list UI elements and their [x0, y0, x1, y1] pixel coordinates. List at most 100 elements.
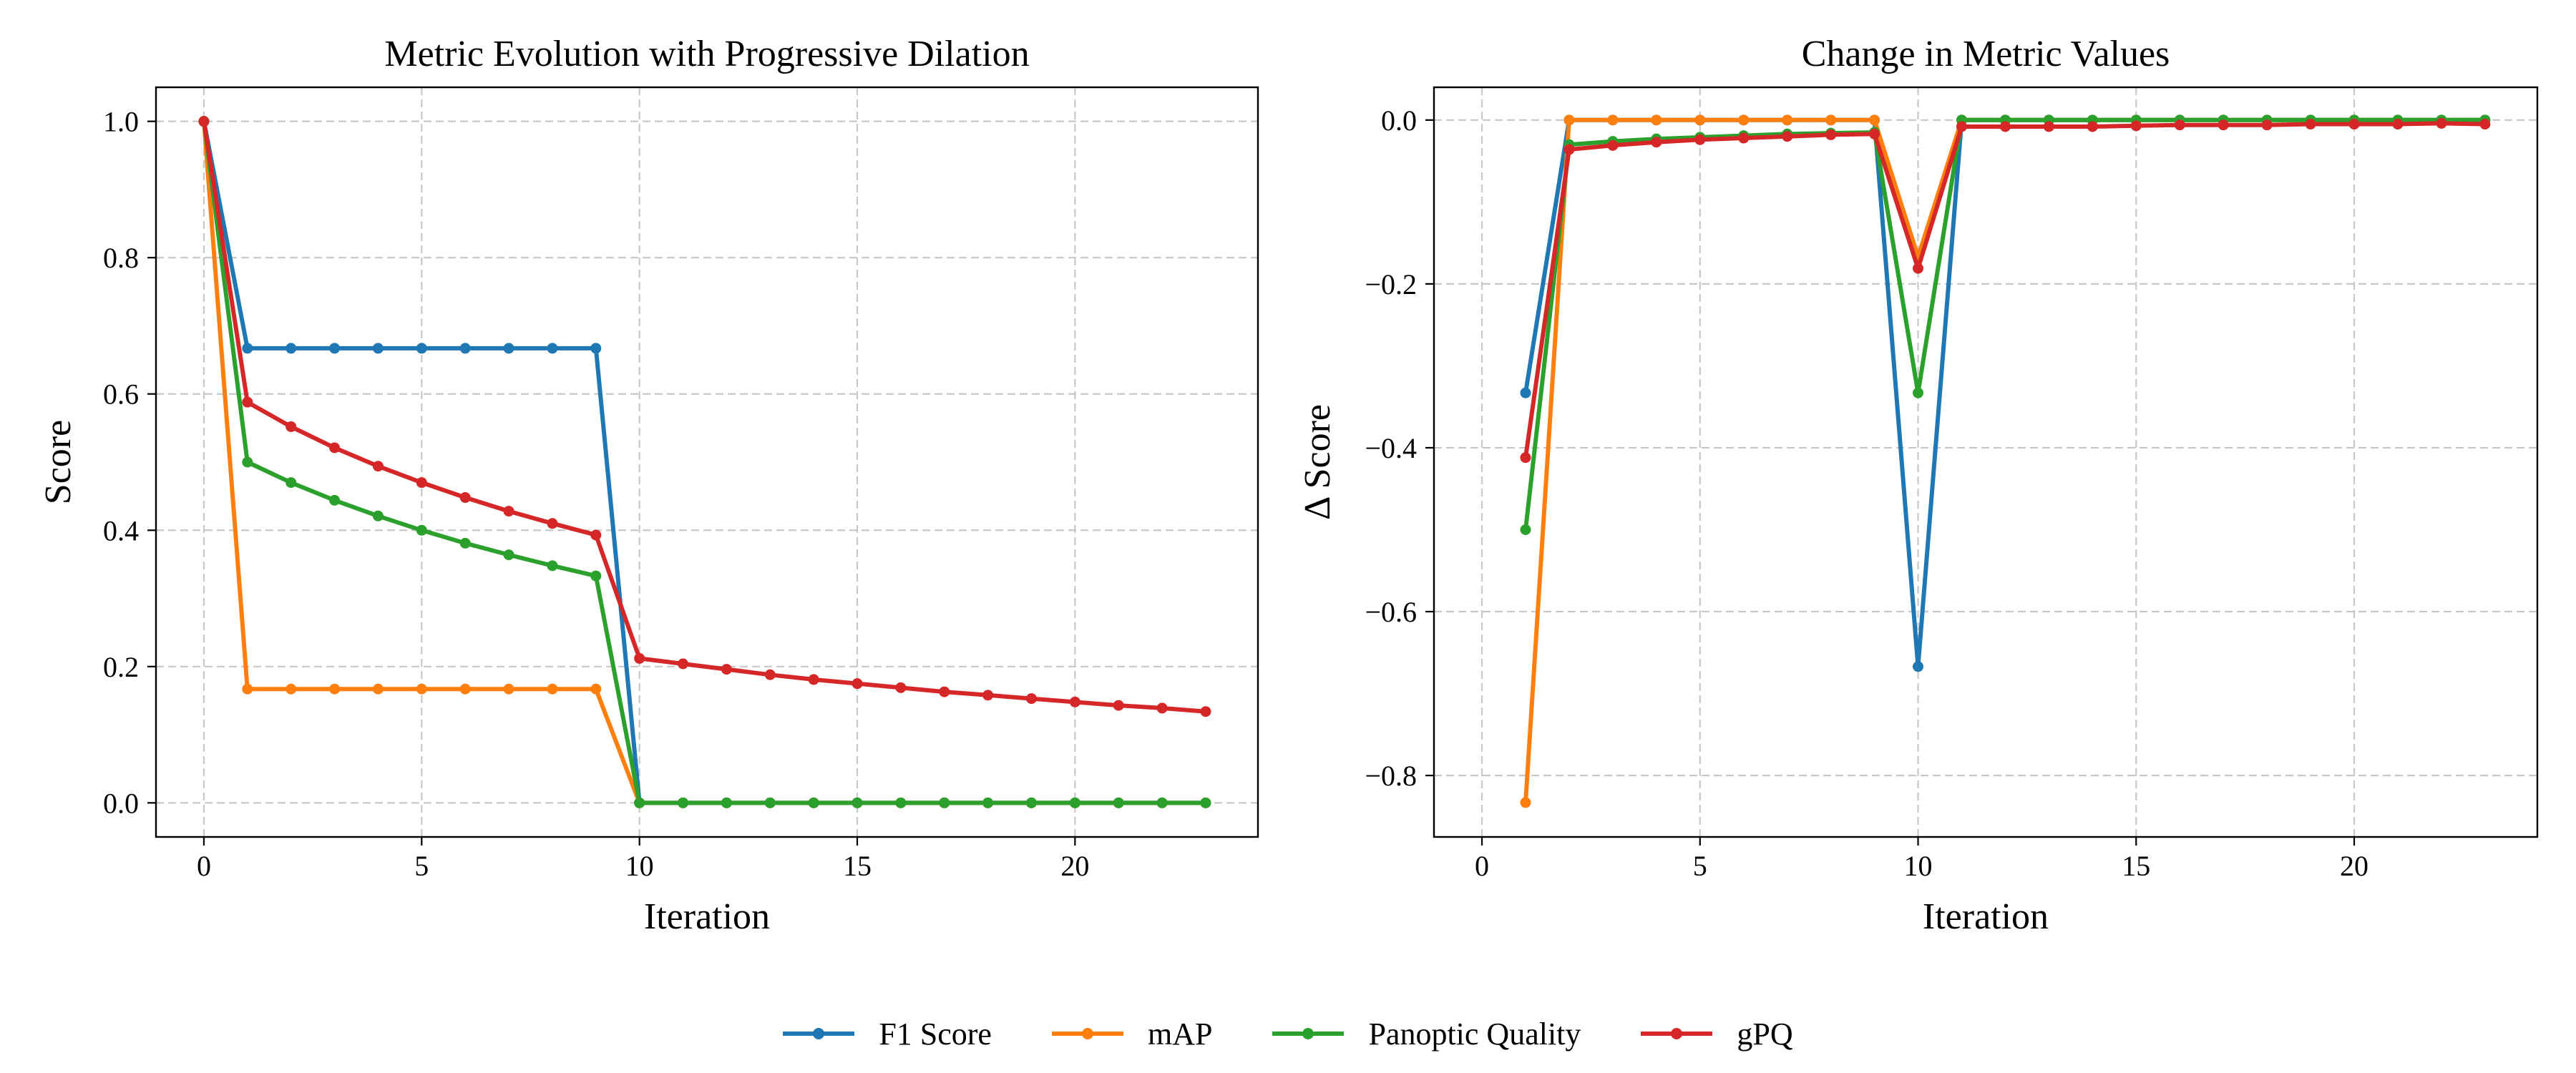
- legend-swatch-map: [1051, 1028, 1123, 1039]
- data-point-gpq: [1069, 696, 1080, 707]
- y-tick-label: −0.6: [1365, 596, 1417, 628]
- y-axis-label: Δ Score: [1297, 404, 1338, 520]
- data-point-gpq: [1825, 129, 1837, 140]
- data-point-gpq: [1607, 139, 1619, 151]
- data-point-gpq: [852, 678, 863, 690]
- data-point-gpq: [2392, 119, 2404, 130]
- data-point-gpq: [1913, 263, 1924, 274]
- legend-label: mAP: [1147, 1016, 1213, 1052]
- data-point-gpq: [1956, 121, 1967, 132]
- data-point-f1-score: [547, 343, 558, 354]
- series-panoptic-quality: [198, 116, 1211, 808]
- data-point-map: [416, 683, 427, 695]
- data-point-panoptic-quality: [764, 797, 776, 808]
- series-panoptic-quality: [1520, 114, 2491, 535]
- x-tick-label: 0: [197, 850, 211, 882]
- data-point-panoptic-quality: [678, 797, 689, 808]
- plot-frame: [1433, 86, 2539, 838]
- data-point-gpq: [2261, 119, 2273, 131]
- y-tick-label: 0.6: [103, 378, 139, 411]
- legend: F1 Score mAP Panoptic Quality gPQ: [0, 1001, 2576, 1066]
- data-point-gpq: [1651, 137, 1662, 148]
- legend-item-f1-score: F1 Score: [783, 1016, 992, 1052]
- data-point-gpq: [2087, 121, 2098, 132]
- data-point-gpq: [2130, 120, 2142, 132]
- data-point-gpq: [459, 492, 471, 504]
- data-point-gpq: [2218, 119, 2229, 131]
- data-point-panoptic-quality: [1025, 797, 1037, 808]
- data-point-gpq: [2174, 119, 2185, 131]
- data-point-gpq: [939, 686, 950, 697]
- data-point-map: [372, 683, 384, 695]
- data-point-f1-score: [590, 343, 602, 354]
- data-point-panoptic-quality: [939, 797, 950, 808]
- data-point-gpq: [1520, 452, 1531, 464]
- data-point-gpq: [2043, 121, 2054, 132]
- data-point-f1-score: [1520, 387, 1531, 398]
- data-point-gpq: [1156, 702, 1168, 714]
- chart-title: Change in Metric Values: [1802, 34, 2170, 74]
- data-point-gpq: [547, 518, 558, 529]
- data-point-gpq: [1869, 128, 1880, 139]
- data-point-map: [242, 683, 253, 695]
- series-f1-score: [1520, 114, 2491, 672]
- series-line-f1-score: [1523, 117, 2487, 669]
- x-tick-label: 5: [1693, 850, 1707, 882]
- x-tick-label: 5: [414, 850, 429, 882]
- data-point-map: [503, 683, 514, 695]
- data-point-gpq: [242, 396, 253, 408]
- data-point-f1-score: [503, 343, 514, 354]
- data-point-panoptic-quality: [590, 570, 602, 582]
- series-gpq: [198, 116, 1211, 717]
- series-f1-score: [198, 116, 1211, 808]
- legend-label: Panoptic Quality: [1368, 1016, 1581, 1052]
- data-point-gpq: [721, 664, 732, 675]
- data-point-map: [1869, 114, 1880, 126]
- data-point-map: [1563, 114, 1575, 126]
- data-point-gpq: [286, 421, 297, 432]
- data-point-gpq: [1200, 706, 1211, 717]
- x-tick-label: 10: [625, 850, 654, 882]
- data-point-gpq: [1025, 693, 1037, 705]
- y-tick-label: 0.0: [103, 787, 139, 819]
- data-point-panoptic-quality: [372, 510, 384, 521]
- x-tick-label: 0: [1475, 850, 1489, 882]
- data-point-map: [1520, 797, 1531, 808]
- data-point-panoptic-quality: [1913, 387, 1924, 398]
- legend-swatch-gpq: [1641, 1028, 1713, 1039]
- data-point-panoptic-quality: [634, 797, 645, 808]
- x-tick-label: 20: [2340, 850, 2368, 882]
- data-point-f1-score: [286, 343, 297, 354]
- data-point-map: [1782, 114, 1793, 126]
- data-point-map: [590, 683, 602, 695]
- x-axis-label: Iteration: [1923, 896, 2049, 937]
- data-point-gpq: [329, 442, 341, 454]
- data-point-panoptic-quality: [982, 797, 994, 808]
- legend-item-map: mAP: [1051, 1016, 1213, 1052]
- data-point-gpq: [1999, 121, 2011, 132]
- data-point-panoptic-quality: [895, 797, 907, 808]
- y-axis-label: Score: [38, 420, 79, 504]
- data-point-map: [459, 683, 471, 695]
- data-point-panoptic-quality: [1520, 524, 1531, 535]
- series-line-gpq: [1523, 121, 2487, 460]
- y-tick-label: −0.8: [1365, 760, 1417, 792]
- series-map: [1520, 114, 2491, 808]
- data-point-map: [329, 683, 341, 695]
- data-point-gpq: [2305, 119, 2316, 130]
- data-point-panoptic-quality: [1156, 797, 1168, 808]
- y-tick-label: 0.8: [103, 242, 139, 274]
- plot-frame: [155, 86, 1259, 838]
- data-point-panoptic-quality: [416, 524, 427, 536]
- y-tick-label: 0.0: [1381, 104, 1417, 137]
- data-point-gpq: [808, 674, 819, 685]
- data-point-gpq: [634, 652, 645, 664]
- data-point-map: [1694, 114, 1706, 126]
- x-tick-label: 10: [1904, 850, 1933, 882]
- x-tick-label: 15: [2122, 850, 2150, 882]
- x-axis-label: Iteration: [644, 896, 770, 937]
- data-point-gpq: [1113, 700, 1124, 711]
- legend-label: F1 Score: [879, 1016, 992, 1052]
- y-tick-label: 0.4: [103, 514, 139, 547]
